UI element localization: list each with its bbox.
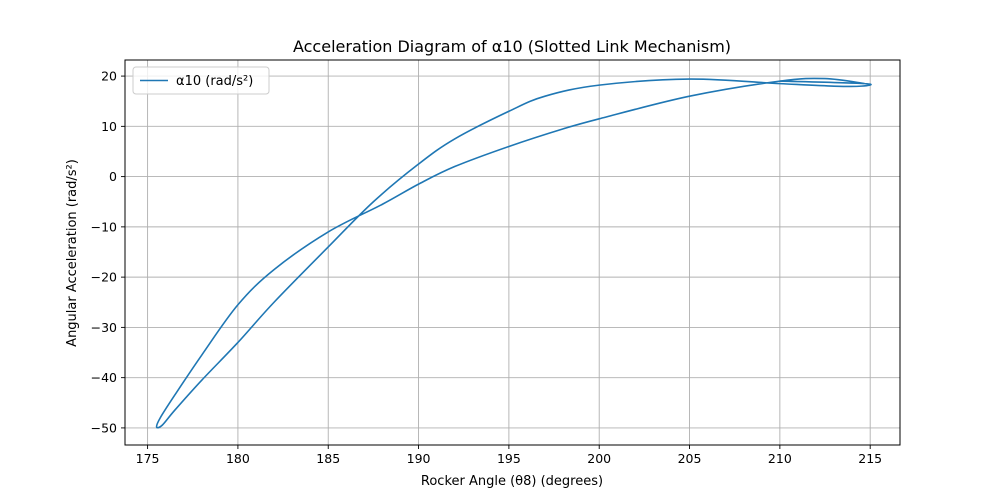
y-tick-label: 20 <box>101 69 117 84</box>
x-tick-label: 215 <box>858 451 882 466</box>
y-tick-label: −30 <box>91 320 117 335</box>
x-tick-label: 175 <box>136 451 160 466</box>
series-group <box>155 77 872 429</box>
x-tick-label: 205 <box>678 451 702 466</box>
y-tick-label: −40 <box>91 370 117 385</box>
series-line-0 <box>155 77 872 429</box>
plot-frame <box>124 59 901 446</box>
legend-box <box>132 66 270 95</box>
x-tick-label: 180 <box>226 451 250 466</box>
legend-label-alpha10: α10 (rad/s²) <box>176 74 253 89</box>
y-tick-label: 0 <box>109 169 117 184</box>
legend: α10 (rad/s²) <box>132 66 270 95</box>
ticks: 175 180 185 190 195 200 205 210 215−50−40−30−20−… <box>91 69 883 466</box>
x-tick-label: 200 <box>587 451 611 466</box>
y-tick-label: −20 <box>91 270 117 285</box>
x-tick-label: 210 <box>768 451 792 466</box>
y-tick-label: −10 <box>91 219 117 234</box>
chart-title: Acceleration Diagram of α10 (Slotted Lin… <box>293 37 731 56</box>
x-tick-label: 185 <box>316 451 340 466</box>
grid <box>125 60 900 445</box>
y-tick-label: 10 <box>101 119 117 134</box>
x-axis-label: Rocker Angle (θ8) (degrees) <box>421 474 603 489</box>
x-tick-label: 190 <box>407 451 431 466</box>
plot-area <box>125 60 900 445</box>
x-tick-label: 195 <box>497 451 521 466</box>
y-axis-label: Angular Acceleration (rad/s²) <box>65 159 80 347</box>
y-tick-label: −50 <box>91 420 117 435</box>
